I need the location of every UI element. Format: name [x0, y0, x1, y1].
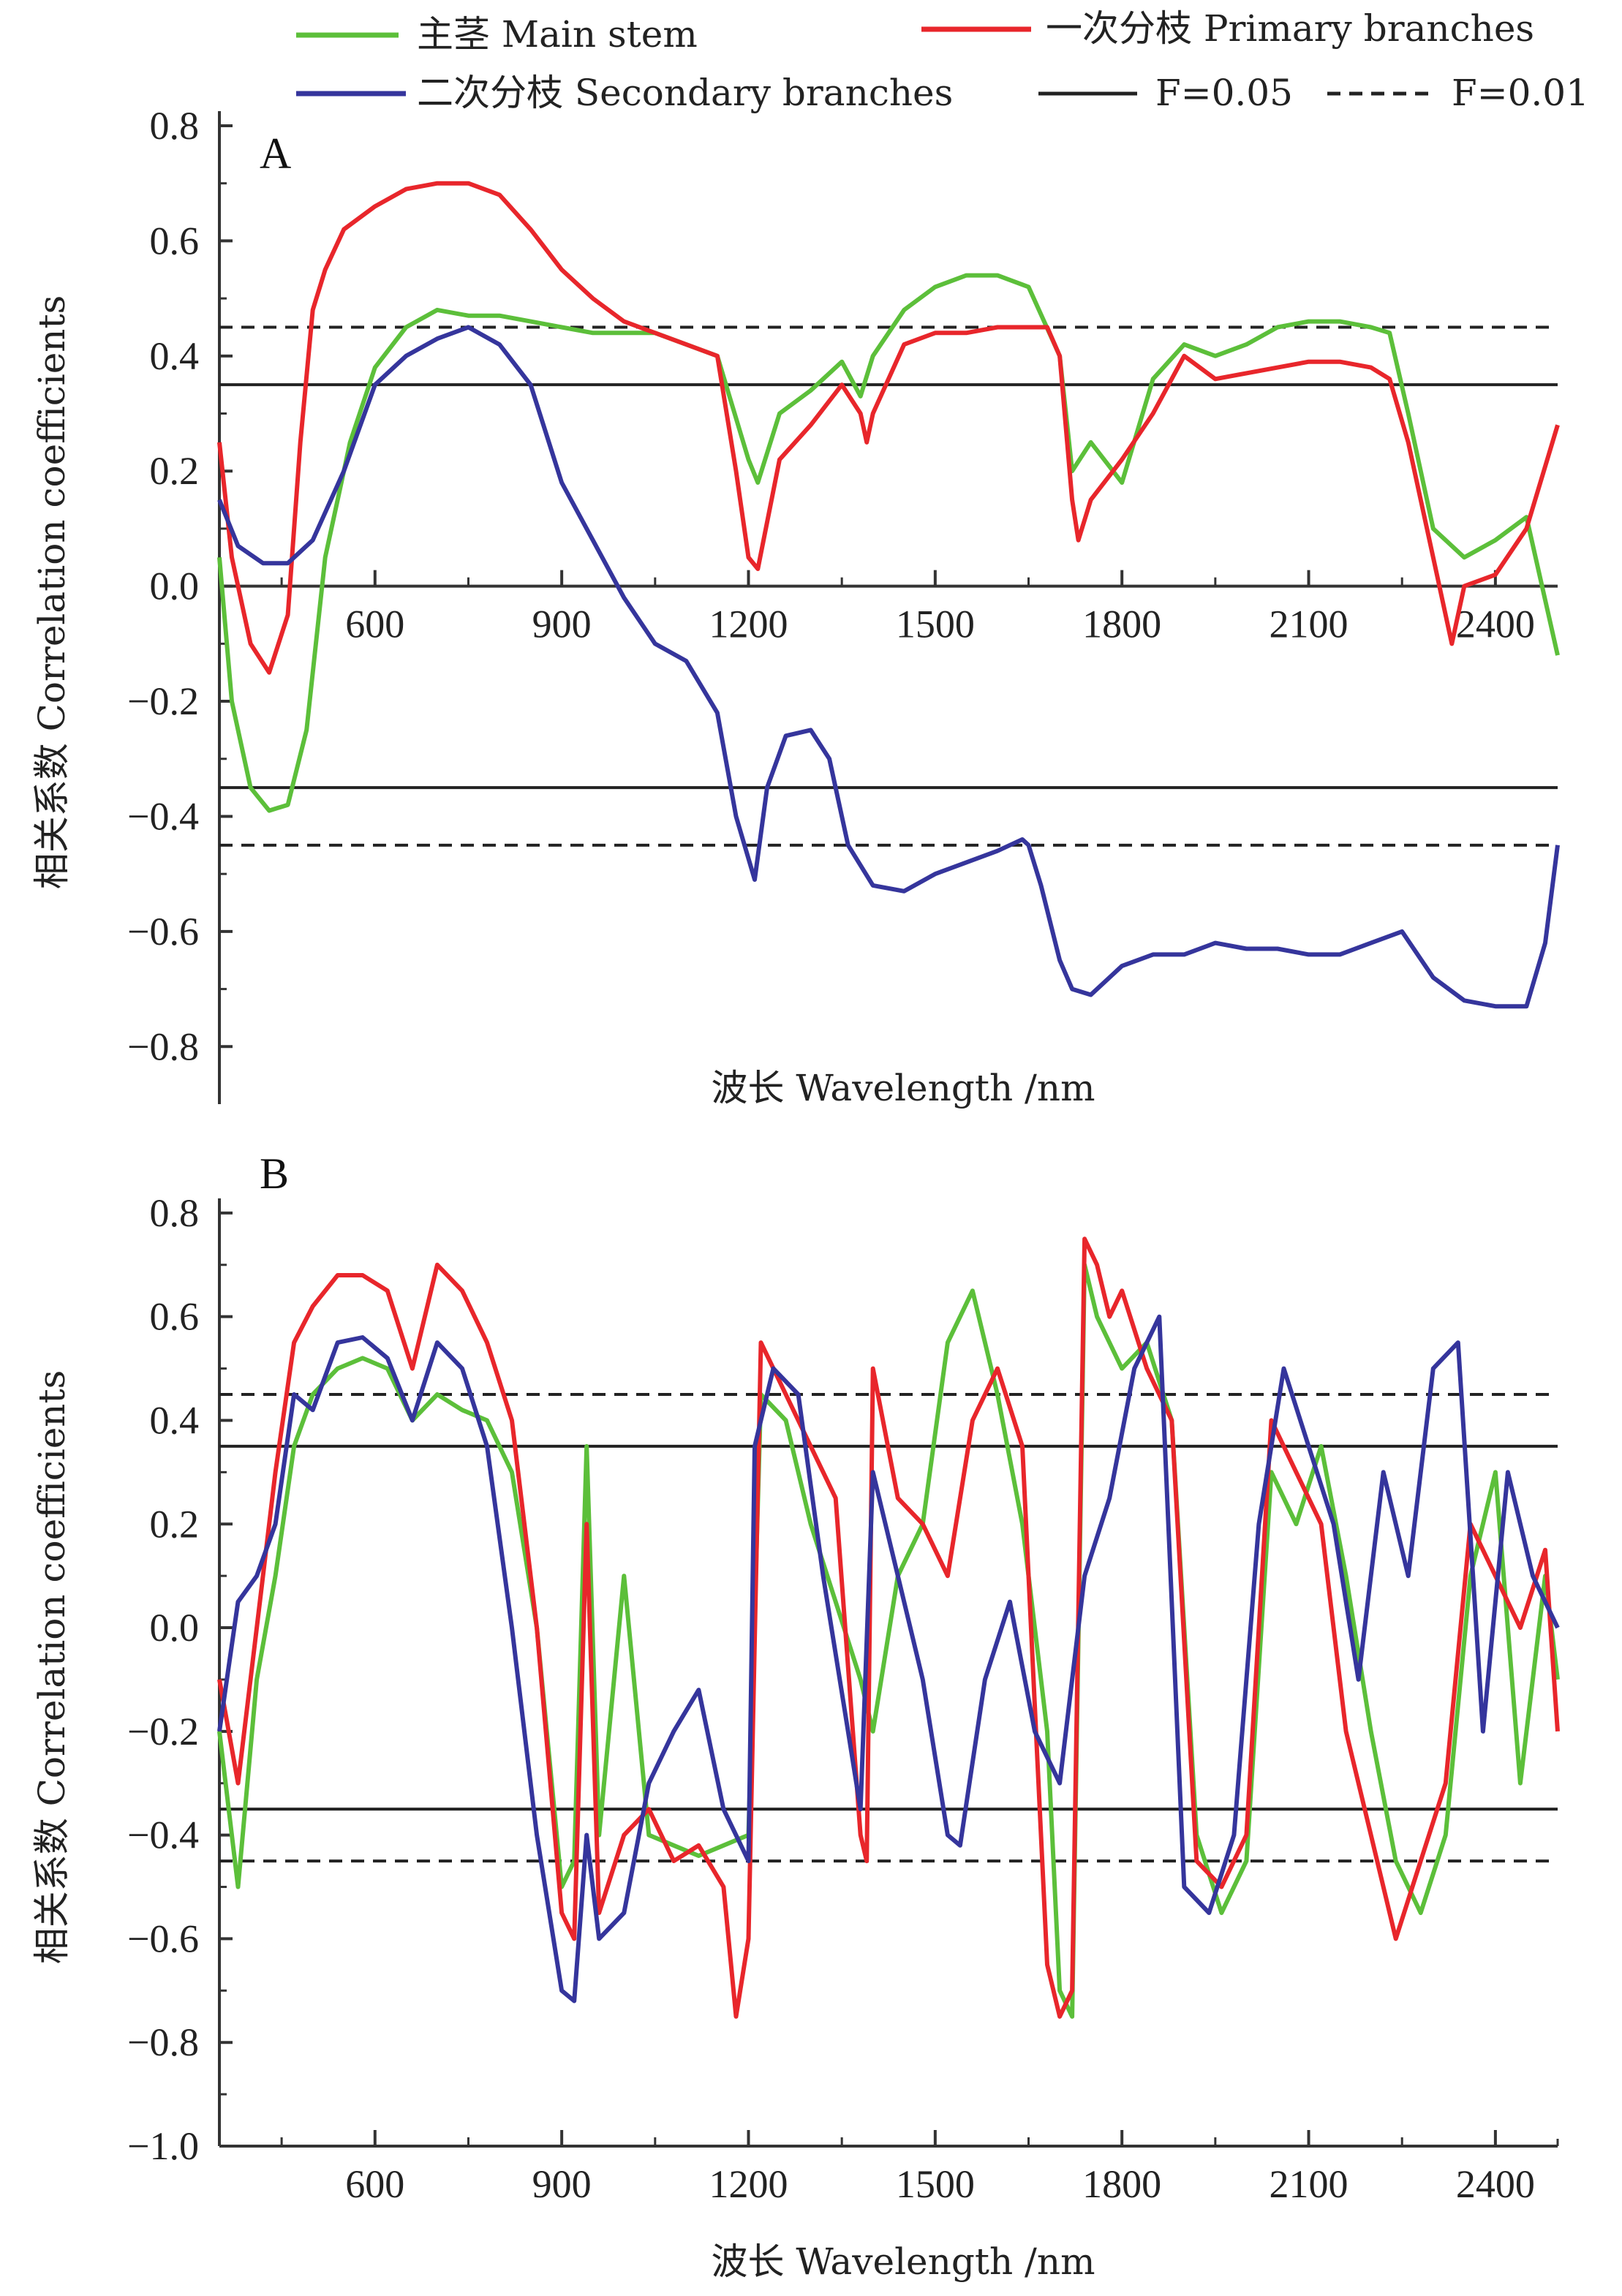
- y-tick-label: −0.4: [127, 794, 199, 838]
- series-line-main-stem: [217, 1262, 1560, 2019]
- y-tick-label: 0.2: [150, 449, 200, 493]
- y-tick-label: −1.0: [127, 2124, 199, 2168]
- y-tick-label: −0.8: [127, 2020, 199, 2064]
- panel-b-x-axis: 600 900 1200 1500 1800 2100 2400: [219, 2130, 1559, 2206]
- legend-label-f005: F=0.05: [1155, 72, 1293, 114]
- x-tick-label: 1200: [709, 603, 788, 646]
- legend-label-primary-branches: 一次分枝 Primary branches: [1046, 7, 1534, 50]
- panel-b: B 0.8 0.6 0.4 0.2 0.0 −0.2 −0.4 −0.6 −0.8 −1.0 60…: [31, 1149, 1560, 2283]
- panel-letter-b: B: [260, 1149, 289, 1198]
- series-line-main-stem: [217, 273, 1560, 813]
- legend: 主茎 Main stem 一次分枝 Primary branches 二次分枝 …: [296, 7, 1589, 114]
- panel-a-x-axis: 600 900 1200 1500 1800 2100 2400: [219, 570, 1558, 646]
- series-line-secondary-branches: [217, 1314, 1560, 2004]
- x-tick-label: 600: [345, 603, 404, 646]
- legend-label-secondary-branches: 二次分枝 Secondary branches: [417, 72, 953, 114]
- panel-a-y-axis: 0.8 0.6 0.4 0.2 0.0 −0.2 −0.4 −0.6 −0.8: [127, 104, 233, 1104]
- panel-a-y-axis-title: 相关系数 Correlation coefficients: [31, 295, 73, 889]
- y-tick-label: 0.6: [150, 1295, 200, 1339]
- y-tick-label: 0.8: [150, 104, 200, 148]
- x-tick-label: 2400: [1456, 2162, 1535, 2206]
- y-tick-label: −0.2: [127, 679, 199, 723]
- x-tick-label: 1800: [1082, 2162, 1161, 2206]
- y-tick-label: 0.4: [150, 334, 200, 378]
- panel-a-x-axis-title: 波长 Wavelength /nm: [711, 1067, 1095, 1109]
- panel-a: A 0.8 0.6 0.4 0.2 0.0 −0.2 −0.4 −0.6 −0.8 600 900…: [31, 104, 1560, 1109]
- y-tick-label: −0.6: [127, 910, 199, 953]
- x-tick-label: 1800: [1082, 603, 1161, 646]
- x-tick-label: 900: [532, 2162, 592, 2206]
- y-tick-label: 0.4: [150, 1398, 200, 1442]
- panel-b-x-axis-title: 波长 Wavelength /nm: [711, 2240, 1095, 2283]
- x-tick-label: 900: [532, 603, 592, 646]
- y-tick-label: −0.4: [127, 1813, 199, 1857]
- y-tick-label: −0.8: [127, 1024, 199, 1068]
- x-tick-label: 600: [345, 2162, 404, 2206]
- y-tick-label: −0.2: [127, 1710, 199, 1753]
- panel-a-threshold-lines: [219, 325, 1558, 847]
- y-tick-label: 0.0: [150, 1606, 200, 1650]
- x-tick-label: 1500: [896, 2162, 975, 2206]
- panel-b-y-axis: 0.8 0.6 0.4 0.2 0.0 −0.2 −0.4 −0.6 −0.8 −1.0: [127, 1191, 233, 2168]
- y-tick-label: 0.0: [150, 564, 200, 608]
- series-line-secondary-branches: [217, 325, 1560, 1009]
- panel-a-series: [217, 181, 1560, 1009]
- legend-label-main-stem: 主茎 Main stem: [417, 13, 698, 56]
- x-tick-label: 2100: [1270, 2162, 1348, 2206]
- x-tick-label: 2100: [1270, 603, 1348, 646]
- y-tick-label: 0.2: [150, 1502, 200, 1546]
- panel-b-threshold-lines: [219, 1393, 1558, 1863]
- x-tick-label: 1500: [896, 603, 975, 646]
- x-tick-label: 2400: [1456, 603, 1535, 646]
- y-tick-label: 0.8: [150, 1191, 200, 1235]
- series-line-primary-branches: [217, 181, 1560, 675]
- panel-b-y-axis-title: 相关系数 Correlation coefficients: [31, 1370, 73, 1964]
- panel-letter-a: A: [260, 129, 291, 178]
- y-tick-label: −0.6: [127, 1917, 199, 1960]
- y-tick-label: 0.6: [150, 219, 200, 263]
- x-tick-label: 1200: [709, 2162, 788, 2206]
- legend-label-f001: F=0.01: [1452, 72, 1589, 114]
- panel-b-series: [217, 1236, 1560, 2019]
